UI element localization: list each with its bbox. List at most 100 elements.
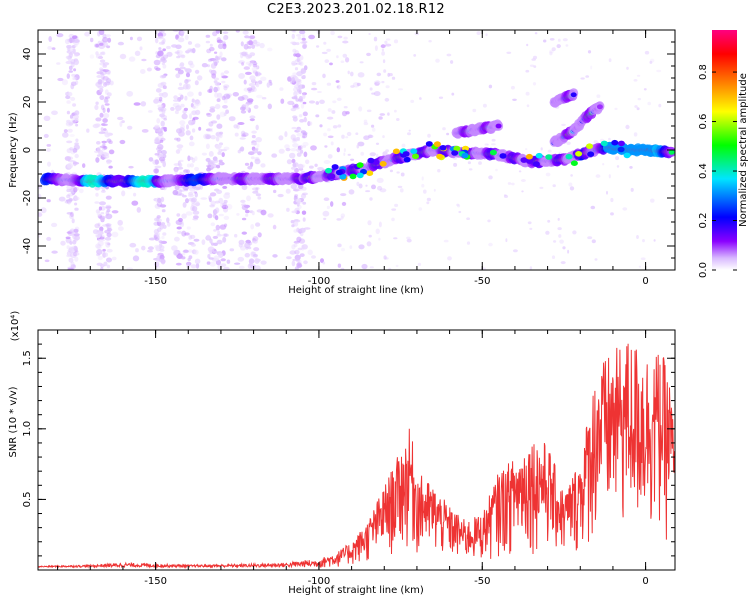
- heatmap-cell: [105, 206, 112, 209]
- heatmap-cell: [182, 194, 187, 198]
- heatmap-cell: [99, 95, 105, 101]
- heatmap-cell: [72, 252, 80, 256]
- heatmap-cell: [216, 39, 223, 44]
- heatmap-cell: [106, 257, 112, 263]
- heatmap-cell: [158, 47, 162, 51]
- heatmap-cell: [70, 252, 77, 259]
- heatmap-cell: [182, 109, 187, 115]
- heatmap-cell: [97, 146, 101, 152]
- heatmap-cell: [187, 41, 193, 45]
- heatmap-cell: [322, 210, 330, 217]
- heatmap-cell: [301, 170, 305, 174]
- heatmap-cell: [70, 261, 75, 267]
- heatmap-cell: [244, 102, 250, 107]
- heatmap-cell: [383, 69, 387, 73]
- heatmap-cell: [209, 43, 213, 47]
- heatmap-cell: [365, 184, 368, 187]
- heatmap-cell: [221, 204, 229, 210]
- heatmap-cell: [117, 116, 124, 121]
- heatmap-cell: [560, 261, 566, 265]
- y-tick-label: -40: [22, 238, 33, 254]
- heatmap-cell: [95, 43, 99, 48]
- heatmap-cell: [106, 228, 113, 232]
- snr-multiplier-label: (x10⁴): [10, 311, 21, 342]
- heatmap-cell: [570, 92, 577, 98]
- heatmap-cell: [218, 197, 224, 204]
- heatmap-cell: [634, 105, 638, 108]
- heatmap-cell: [308, 100, 316, 104]
- heatmap-cell: [301, 37, 306, 41]
- x-tick-label: -150: [144, 576, 167, 587]
- heatmap-cell: [99, 201, 106, 206]
- heatmap-cell: [294, 106, 300, 110]
- heatmap-cell: [610, 212, 614, 216]
- heatmap-cell: [72, 76, 77, 81]
- heatmap-cell: [324, 145, 328, 148]
- heatmap-cell: [181, 221, 184, 225]
- heatmap-cell: [206, 234, 211, 240]
- heatmap-cell: [72, 148, 78, 153]
- heatmap-cell: [186, 261, 192, 266]
- heatmap-cell: [610, 197, 614, 203]
- heatmap-cell: [294, 194, 299, 198]
- heatmap-cell: [96, 71, 104, 75]
- heatmap-cell: [58, 196, 66, 202]
- heatmap-cell: [160, 196, 165, 203]
- heatmap-cell: [450, 60, 454, 64]
- heatmap-cell: [176, 144, 184, 149]
- heatmap-cell: [104, 96, 110, 99]
- heatmap-cell: [617, 146, 625, 153]
- heatmap-cell: [238, 265, 245, 269]
- heatmap-cell: [298, 95, 303, 102]
- heatmap-cell: [532, 55, 538, 60]
- snr-series-line: [38, 343, 675, 570]
- heatmap-cell: [213, 229, 217, 232]
- heatmap-cell: [101, 190, 106, 193]
- heatmap-cell: [51, 250, 58, 254]
- heatmap-cell: [43, 133, 49, 138]
- heatmap-cell: [361, 263, 368, 270]
- heatmap-cell: [299, 144, 304, 151]
- heatmap-cell: [65, 121, 73, 127]
- heatmap-cell: [157, 104, 164, 108]
- heatmap-cell: [311, 82, 317, 86]
- heatmap-cell: [111, 231, 119, 238]
- heatmap-cell: [396, 171, 400, 174]
- heatmap-cell: [66, 245, 70, 250]
- heatmap-cell: [159, 204, 167, 208]
- heatmap-cell: [96, 244, 103, 250]
- heatmap-cell: [69, 37, 73, 44]
- heatmap-cell: [191, 128, 196, 133]
- heatmap-cell: [208, 257, 215, 260]
- heatmap-cell: [194, 200, 200, 207]
- heatmap-cell: [102, 36, 109, 43]
- heatmap-cell: [319, 99, 325, 105]
- heatmap-cell: [74, 207, 79, 211]
- heatmap-cell: [398, 88, 403, 91]
- heatmap-cell: [105, 195, 112, 200]
- heatmap-cell: [317, 91, 322, 93]
- heatmap-cell: [485, 33, 488, 37]
- heatmap-cell: [256, 143, 260, 148]
- heatmap-cell: [366, 170, 374, 176]
- heatmap-cell: [442, 127, 446, 131]
- heatmap-cell: [241, 62, 245, 66]
- heatmap-cell: [159, 254, 165, 260]
- heatmap-cell: [303, 227, 311, 230]
- heatmap-cell: [237, 256, 245, 262]
- heatmap-cell: [154, 165, 162, 169]
- heatmap-cell: [187, 257, 191, 262]
- heatmap-cell: [108, 140, 113, 144]
- heatmap-cell: [194, 43, 201, 48]
- heatmap-cell: [217, 230, 221, 235]
- heatmap-cell: [410, 148, 418, 154]
- heatmap-cell: [293, 188, 300, 192]
- heatmap-cell: [188, 249, 193, 253]
- heatmap-cell: [389, 73, 393, 77]
- heatmap-cell: [97, 56, 104, 59]
- heatmap-cell: [223, 70, 230, 74]
- heatmap-cell: [187, 91, 194, 97]
- heatmap-cell: [147, 249, 153, 253]
- heatmap-cell: [106, 159, 112, 165]
- heatmap-cell: [155, 67, 161, 71]
